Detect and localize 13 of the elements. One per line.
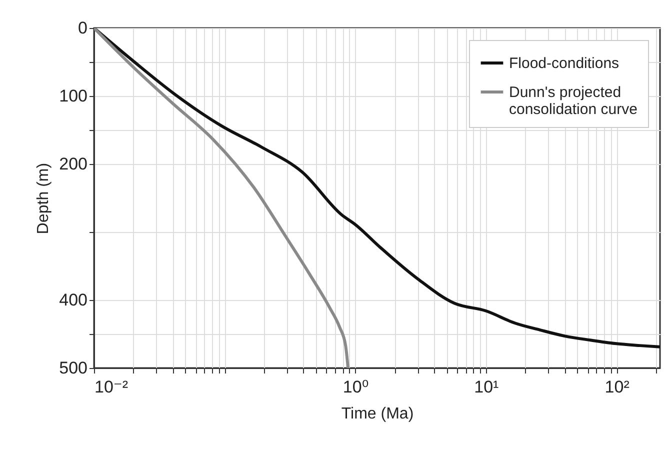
y-tick-label: 500	[59, 358, 88, 378]
y-tick-label: 200	[59, 154, 88, 174]
x-tick-label: 10⁰	[342, 378, 369, 396]
y-tick-label: 0	[78, 18, 88, 38]
x-tick-label: 10²	[604, 378, 630, 396]
x-tick-label: 10¹	[474, 378, 500, 396]
y-tick-label: 100	[59, 86, 88, 106]
x-axis-title: Time (Ma)	[341, 406, 414, 422]
y-axis-title: Depth (m)	[35, 162, 52, 234]
y-tick-label: 400	[59, 290, 88, 310]
x-tick-label: 10⁻²	[94, 378, 128, 396]
legend-label: Dunn's projected consolidation curve	[509, 84, 638, 118]
legend-label: Flood-conditions	[509, 55, 620, 72]
